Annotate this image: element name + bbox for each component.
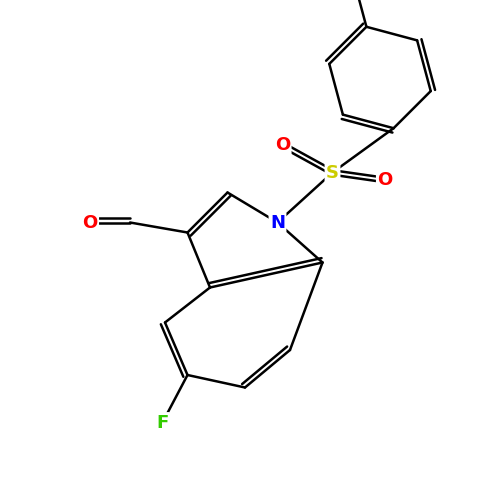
Text: O: O (82, 214, 98, 232)
Text: O: O (378, 171, 392, 189)
Text: F: F (156, 414, 168, 432)
Text: S: S (326, 164, 339, 182)
Text: O: O (275, 136, 290, 154)
Text: N: N (270, 214, 285, 232)
